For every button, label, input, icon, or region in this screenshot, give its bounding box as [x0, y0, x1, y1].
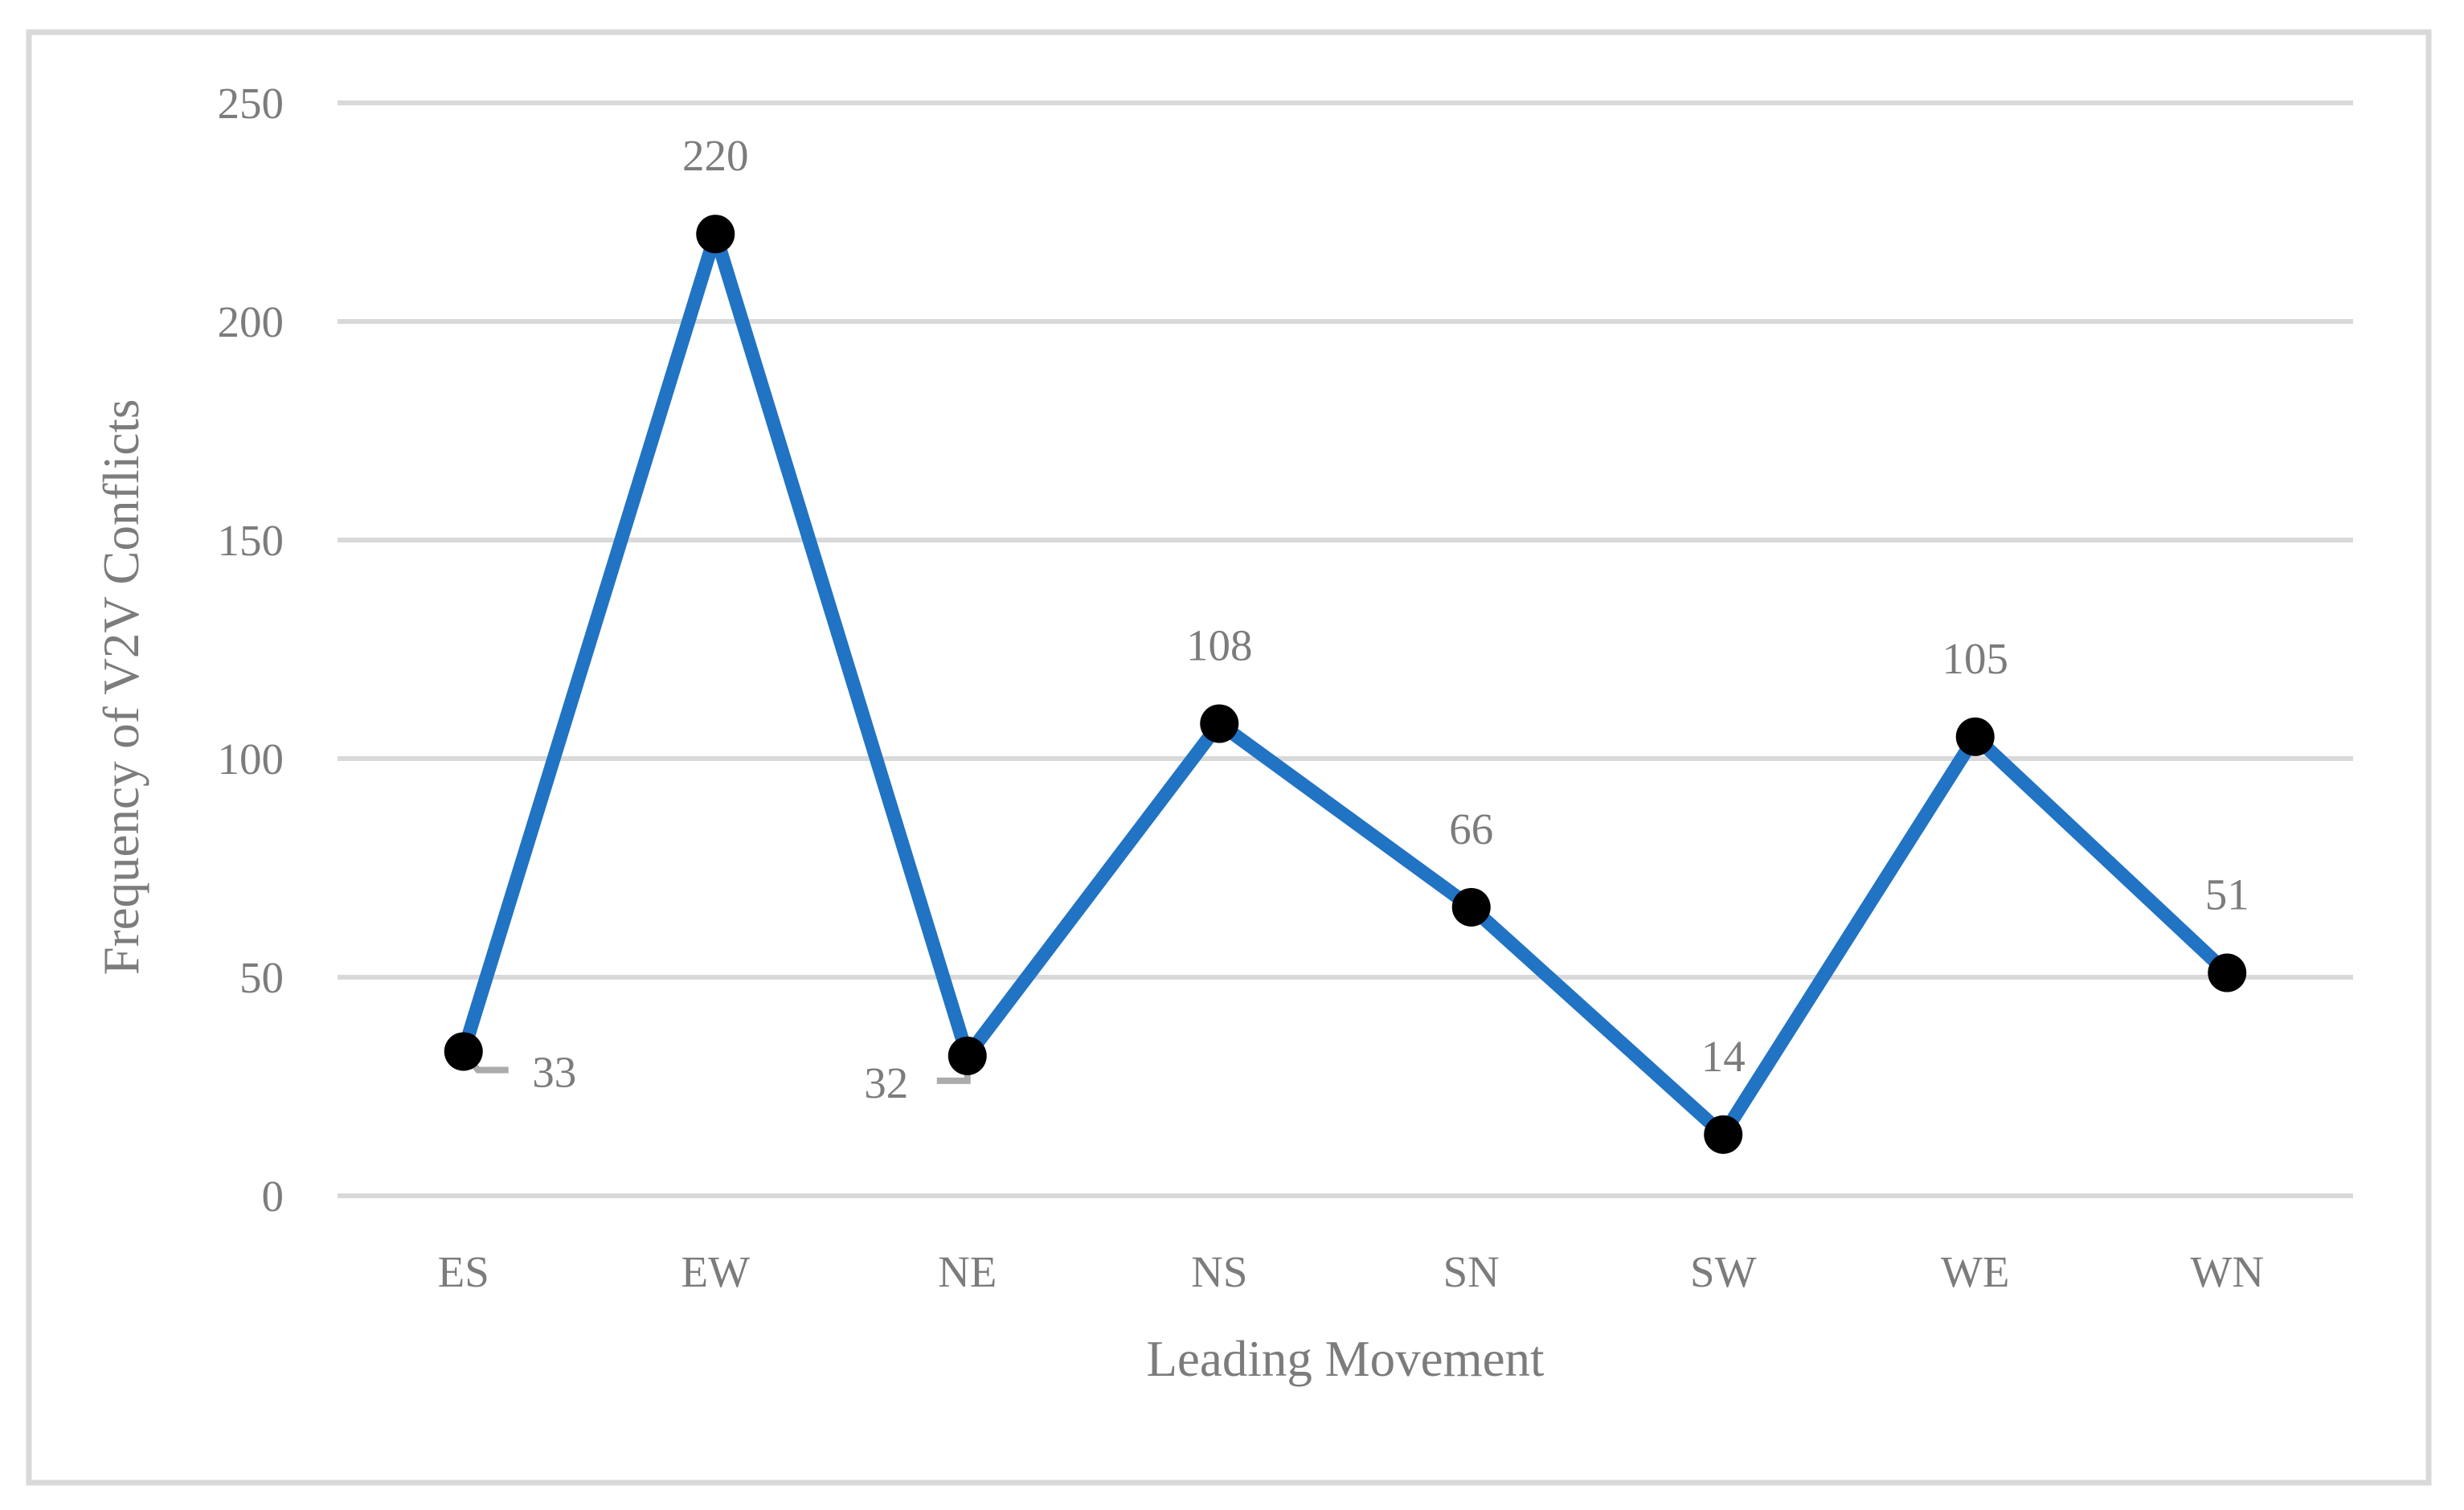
data-point-markers: [444, 215, 2247, 1154]
x-tick-label: SW: [1690, 1247, 1757, 1296]
data-point-marker: [1955, 717, 1995, 756]
x-axis-tick-labels: ES EW NE NS SN SW WE WN: [438, 1247, 2264, 1296]
data-point-marker: [696, 215, 735, 254]
y-axis-title: Frequency of V2V Conflicts: [93, 399, 149, 976]
data-label: 33: [532, 1047, 576, 1096]
data-labels: 33 220 32 108 66 14 105 51: [532, 131, 2249, 1107]
data-point-marker: [1451, 887, 1491, 927]
x-tick-label: NS: [1191, 1247, 1247, 1296]
y-tick-label: 100: [218, 735, 284, 784]
data-label: 105: [1942, 634, 2009, 683]
y-axis-tick-labels: 0 50 100 150 200 250: [218, 79, 284, 1221]
x-tick-label: WN: [2190, 1247, 2264, 1296]
y-tick-label: 150: [218, 516, 284, 565]
data-label: 51: [2205, 870, 2249, 919]
data-point-marker: [1200, 704, 1239, 743]
chart-border: [26, 29, 2432, 1486]
x-tick-label: SN: [1443, 1247, 1500, 1296]
y-tick-label: 50: [239, 953, 284, 1002]
gridlines: [338, 100, 2353, 1198]
data-label: 66: [1449, 804, 1493, 853]
data-point-marker: [444, 1032, 483, 1071]
x-axis-title: Leading Movement: [1146, 1331, 1545, 1387]
data-point-marker: [1704, 1115, 1743, 1154]
data-label: 32: [864, 1058, 908, 1107]
data-label: 14: [1701, 1032, 1746, 1081]
data-point-marker: [948, 1036, 987, 1075]
y-tick-label: 250: [218, 79, 284, 128]
data-label: 220: [682, 131, 749, 180]
data-point-marker: [2208, 953, 2247, 992]
y-tick-label: 200: [218, 297, 284, 346]
series-line: [456, 227, 2234, 1142]
data-label: 108: [1186, 620, 1253, 669]
x-tick-label: WE: [1941, 1247, 2010, 1296]
x-tick-label: ES: [438, 1247, 489, 1296]
x-tick-label: NE: [938, 1247, 997, 1296]
y-tick-label: 0: [262, 1172, 284, 1221]
x-tick-label: EW: [681, 1247, 750, 1296]
